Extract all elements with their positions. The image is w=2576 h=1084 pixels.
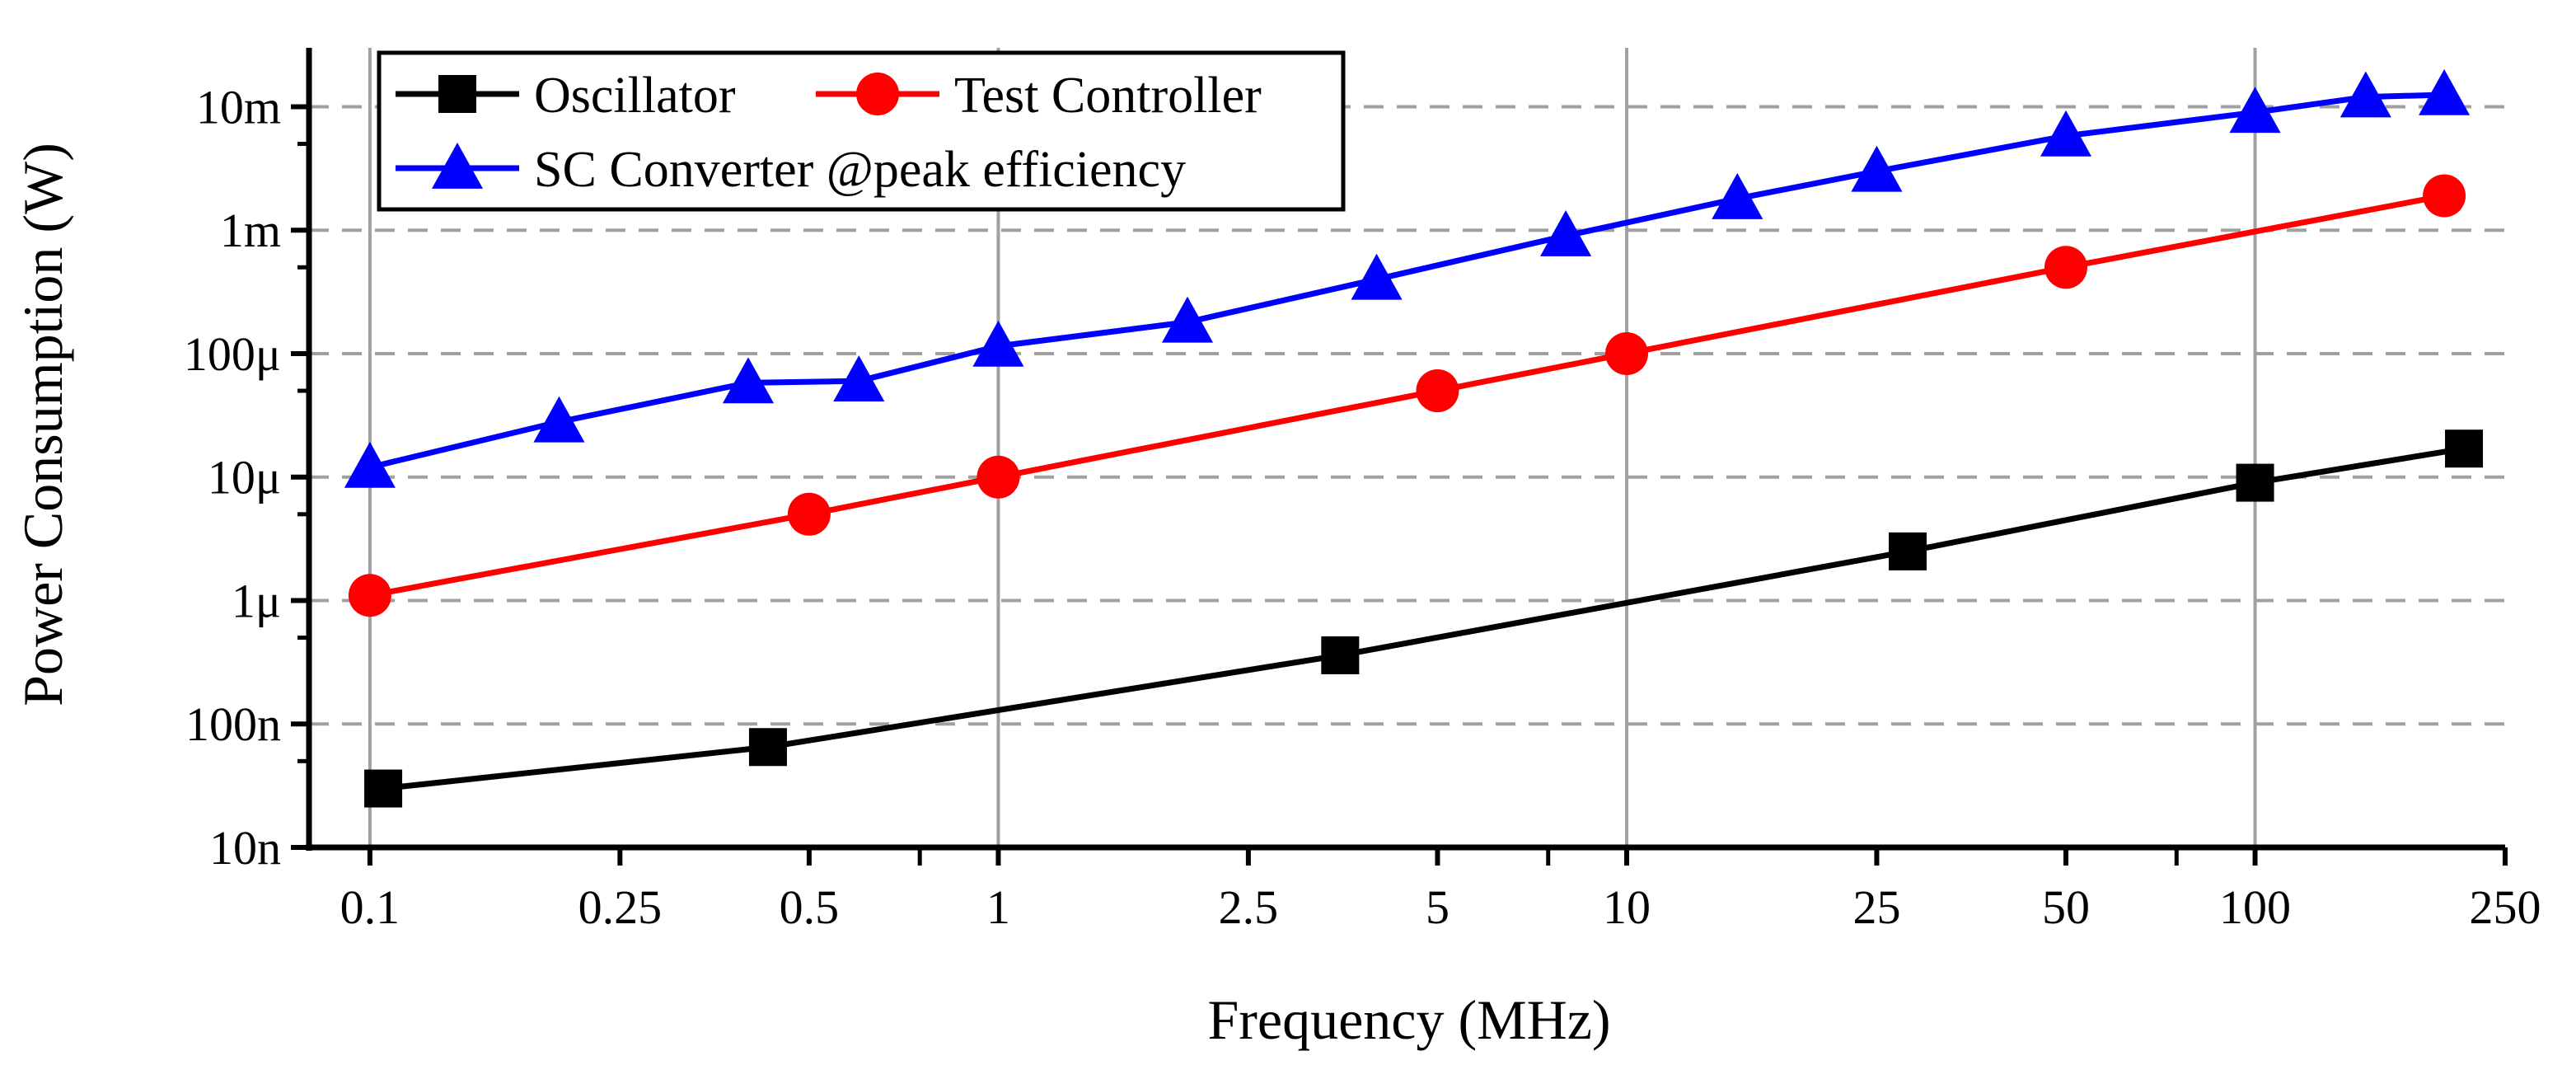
data-point — [1321, 636, 1360, 674]
data-point — [364, 769, 403, 808]
x-tick-label: 1 — [986, 880, 1010, 934]
y-tick-label: 100μ — [184, 327, 281, 381]
y-tick-label: 10μ — [208, 451, 281, 504]
legend-marker — [431, 142, 484, 189]
data-point — [1540, 210, 1592, 256]
legend-entry: SC Converter @peak efficiency — [396, 142, 1186, 198]
x-tick-label: 50 — [2042, 880, 2090, 934]
legend-marker — [856, 73, 899, 115]
y-tick-label: 100n — [185, 697, 281, 751]
legend-entry: Oscillator — [396, 68, 736, 124]
data-point — [977, 455, 1020, 499]
y-tick-label: 1μ — [232, 574, 281, 627]
data-point — [344, 441, 396, 488]
x-tick-label: 250 — [2470, 880, 2541, 934]
data-point — [1712, 172, 1763, 219]
data-point — [2236, 463, 2274, 502]
y-tick-label: 10m — [196, 80, 281, 134]
data-point — [972, 320, 1024, 367]
x-tick-label: 0.5 — [780, 880, 840, 934]
data-point — [1605, 331, 1648, 375]
data-point — [2423, 174, 2466, 218]
data-point — [2040, 110, 2092, 157]
x-tick-label: 25 — [1852, 880, 1900, 934]
data-point — [833, 355, 885, 402]
data-point — [2339, 71, 2391, 118]
data-point — [2419, 68, 2471, 115]
series-layer — [344, 68, 2484, 808]
legend-box — [377, 50, 1346, 212]
data-point — [2445, 429, 2484, 468]
x-tick-label: 0.1 — [340, 880, 400, 934]
data-point — [2044, 246, 2087, 289]
data-point — [1851, 145, 1903, 192]
legend: Oscillator Test Controller SC Converter @p… — [377, 50, 1346, 212]
x-tick-label: 0.25 — [578, 880, 663, 934]
legend-entry: Test Controller — [816, 68, 1262, 124]
data-point — [1351, 253, 1403, 300]
x-axis-title: Frequency (MHz) — [1207, 988, 1610, 1051]
ticks-layer: 10n 100n 1μ 10μ 100μ 1m 10m 0.1 0.25 0.5 1 2.5 5 10 25… — [184, 80, 2541, 934]
y-tick-label: 1m — [220, 204, 281, 257]
data-point — [748, 728, 787, 767]
series-triangle — [344, 68, 2471, 488]
axes-layer — [306, 48, 2505, 851]
data-point — [533, 396, 585, 443]
x-tick-label: 100 — [2219, 880, 2291, 934]
grid-layer — [309, 48, 2505, 847]
series-line — [369, 92, 2445, 471]
x-tick-label: 10 — [1603, 880, 1651, 934]
x-tick-label: 2.5 — [1219, 880, 1279, 934]
series-circle — [348, 174, 2466, 617]
legend-label: Oscillator — [534, 68, 736, 124]
series-square — [364, 429, 2484, 808]
data-point — [348, 574, 391, 617]
y-tick-label: 10n — [209, 821, 281, 875]
legend-marker — [438, 75, 476, 113]
data-point — [1416, 369, 1459, 413]
x-tick-label: 5 — [1426, 880, 1450, 934]
series-line — [382, 445, 2465, 792]
data-point — [1161, 296, 1214, 343]
data-point — [787, 492, 831, 536]
data-point — [722, 357, 775, 404]
y-axis-title: Power Consumption (W) — [12, 143, 74, 706]
data-point — [2229, 87, 2281, 134]
legend-label: SC Converter @peak efficiency — [534, 142, 1186, 198]
data-point — [1888, 532, 1927, 570]
legend-label: Test Controller — [954, 68, 1262, 124]
